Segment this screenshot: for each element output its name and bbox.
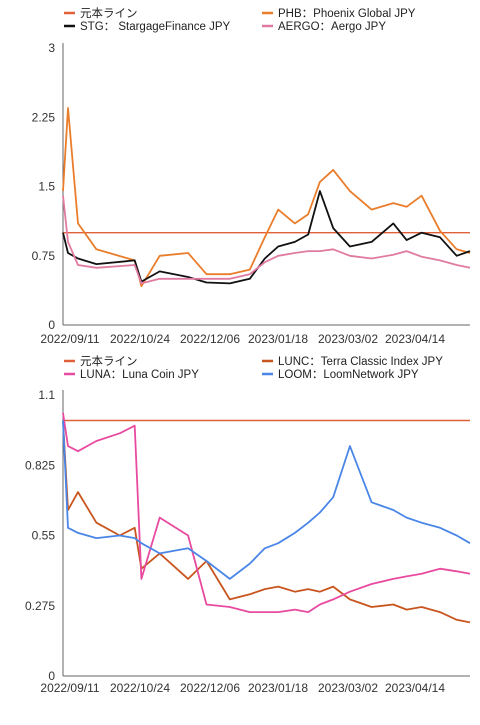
legend-label: 元本ライン	[80, 6, 138, 20]
y-tick-label: 0	[48, 669, 55, 683]
x-tick-label: 2023/03/02	[318, 681, 378, 695]
y-tick-label: 0	[48, 318, 55, 332]
x-tick-label: 2022/09/11	[40, 681, 99, 695]
y-tick-label: 0.75	[32, 249, 56, 263]
legend-label: PHB：Phoenix Global JPY	[278, 8, 416, 20]
series-line	[62, 190, 471, 285]
series-line	[62, 107, 471, 288]
legend-label: LUNC：Terra Classic Index JPY	[278, 356, 443, 368]
legend-label: STG： StargageFinance JPY	[80, 21, 231, 33]
series-line	[62, 420, 471, 624]
y-tick-label: 3	[48, 41, 55, 55]
y-tick-label: 1.5	[38, 180, 55, 194]
legend-label: LOOM：LoomNetwork JPY	[278, 369, 419, 381]
x-tick-label: 2022/12/06	[180, 681, 240, 695]
x-tick-label: 2023/03/02	[318, 332, 378, 346]
x-tick-label: 2023/04/14	[385, 332, 445, 346]
x-tick-label: 2022/09/11	[40, 332, 99, 346]
y-tick-label: 0.825	[25, 458, 55, 472]
series-line	[62, 420, 471, 580]
x-tick-label: 2022/10/24	[110, 332, 170, 346]
y-tick-label: 1.1	[38, 388, 55, 402]
y-tick-label: 0.275	[25, 599, 55, 613]
x-tick-label: 2023/04/14	[385, 681, 445, 695]
x-tick-label: 2022/12/06	[180, 332, 240, 346]
legend-label: 元本ライン	[80, 354, 138, 368]
series-line	[62, 195, 471, 285]
x-tick-label: 2022/10/24	[110, 681, 170, 695]
x-tick-label: 2023/01/18	[248, 681, 308, 695]
y-tick-label: 0.55	[32, 529, 56, 543]
x-tick-label: 2023/01/18	[248, 332, 308, 346]
legend-label: AERGO：Aergo JPY	[278, 21, 386, 33]
legend-label: LUNA：Luna Coin JPY	[80, 369, 199, 381]
series-line	[62, 412, 471, 613]
y-tick-label: 2.25	[32, 110, 56, 124]
